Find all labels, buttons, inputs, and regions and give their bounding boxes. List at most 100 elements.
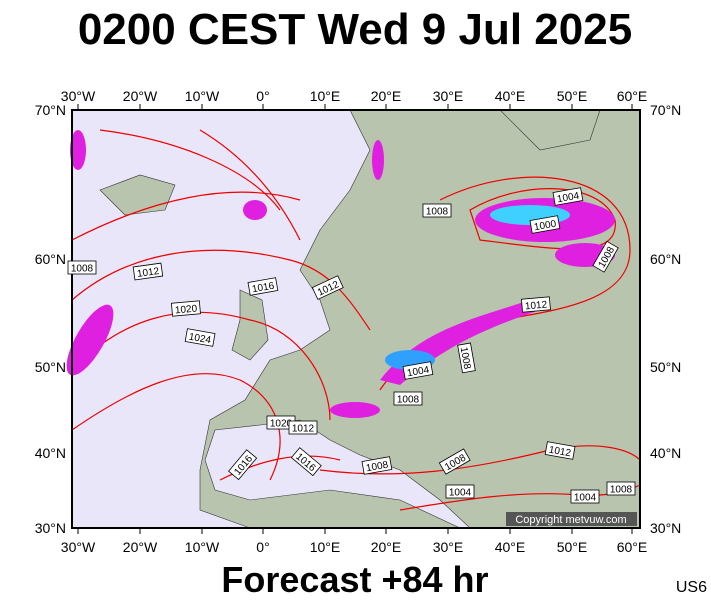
isobar-label: 1004 <box>402 361 434 380</box>
isobar-label: 1008 <box>67 260 97 275</box>
isobar-label-text: 1012 <box>292 424 315 435</box>
isobar-label-box <box>552 187 584 206</box>
isobar-label-text: 1008 <box>426 207 449 218</box>
isobar-label: 1008 <box>361 456 393 475</box>
isobar-label-box <box>288 420 318 435</box>
lon-label-bottom: 30°E <box>433 539 464 555</box>
lon-label-bottom: 10°E <box>310 539 341 555</box>
copyright: Copyright metvuw.com <box>515 514 626 526</box>
isobar-label-box <box>606 481 636 496</box>
lat-label-left: 30°N <box>35 520 66 536</box>
isobar-label-text: 1008 <box>71 264 94 275</box>
isobar-label-text: 1012 <box>525 300 549 313</box>
isobar-label: 1012 <box>521 296 551 313</box>
isobar-label-box <box>445 484 475 499</box>
lon-label-bottom: 50°E <box>557 539 588 555</box>
lat-label-right: 50°N <box>650 359 681 375</box>
isobar-label-box <box>171 300 201 317</box>
lon-label-top: 30°W <box>61 88 96 104</box>
isobar-label-box <box>361 456 393 475</box>
isobar-label-text: 1024 <box>188 332 212 347</box>
lon-label-top: 40°E <box>495 88 526 104</box>
rain-area <box>372 140 384 180</box>
lon-label-top: 50°E <box>557 88 588 104</box>
isobar-label-box <box>290 447 322 477</box>
isobar-label-text: 1008 <box>610 485 633 496</box>
lon-label-top: 10°E <box>310 88 341 104</box>
isobar-label-text: 1020 <box>270 419 293 430</box>
isobar-label: 1012 <box>132 262 164 281</box>
isobar-label-box <box>67 260 97 275</box>
isobar-label-text: 1008 <box>397 395 420 406</box>
rain-area <box>243 200 267 220</box>
lon-label-bottom: 20°W <box>123 539 158 555</box>
lon-label-bottom: 10°W <box>185 539 220 555</box>
isobar-label: 1008 <box>422 203 452 218</box>
isobar <box>71 191 301 241</box>
isobar-label-box <box>247 277 279 296</box>
isobar-label-text: 1016 <box>251 281 275 296</box>
isobar-label: 1008 <box>393 391 423 406</box>
isobar-label: 1000 <box>529 215 561 234</box>
isobar-label: 1024 <box>184 328 216 347</box>
isobar-label-box <box>184 328 216 347</box>
isobar-label-box <box>422 203 452 218</box>
isobar-label-box <box>402 361 434 380</box>
isobar-label: 1020 <box>171 300 201 317</box>
lat-label-left: 60°N <box>35 251 66 267</box>
isobar-label-box <box>228 449 258 481</box>
isobar-label: 1004 <box>570 489 600 504</box>
lon-label-bottom: 30°W <box>61 539 96 555</box>
lon-label-top: 30°E <box>433 88 464 104</box>
isobar-label: 1016 <box>247 277 279 296</box>
isobar-label-text: 1004 <box>556 191 580 206</box>
isobar-label-box <box>529 215 561 234</box>
rain-area <box>330 402 380 418</box>
isobar-label-text: 1004 <box>449 488 472 499</box>
isobar-label: 1008 <box>606 481 636 496</box>
isobar-label-box <box>521 296 551 313</box>
isobar-label-box <box>393 391 423 406</box>
lon-label-bottom: 20°E <box>371 539 402 555</box>
map-frame <box>71 109 641 529</box>
isobar-label-box <box>457 342 476 374</box>
isobar <box>99 129 281 211</box>
isobar-label: 1012 <box>288 420 318 435</box>
lat-label-left: 50°N <box>35 359 66 375</box>
isobar-label-text: 1008 <box>365 460 389 475</box>
lon-label-top: 60°E <box>617 88 648 104</box>
title: 0200 CEST Wed 9 Jul 2025 <box>78 5 632 54</box>
lon-label-top: 20°E <box>371 88 402 104</box>
isobar-label-text: 1004 <box>574 493 597 504</box>
isobar-label: 1004 <box>552 187 584 206</box>
isobar-label-text: 1004 <box>406 365 430 380</box>
lat-label-right: 40°N <box>650 445 681 461</box>
isobar-label-text: 1020 <box>175 304 199 317</box>
lon-label-top: 20°W <box>123 88 158 104</box>
isobar-label: 1004 <box>445 484 475 499</box>
lat-label-right: 60°N <box>650 251 681 267</box>
lat-label-right: 70°N <box>650 102 681 118</box>
rain-area <box>70 130 86 170</box>
isobar <box>71 373 281 481</box>
map <box>66 109 641 529</box>
lat-label-left: 40°N <box>35 445 66 461</box>
lat-label-right: 30°N <box>650 520 681 536</box>
lat-label-left: 70°N <box>35 102 66 118</box>
isobar-label-text: 1000 <box>533 219 557 234</box>
footer: Forecast +84 hr <box>221 559 488 600</box>
isobar <box>71 249 371 331</box>
isobar-label: 1012 <box>544 441 576 460</box>
isobar-label-box <box>132 262 164 281</box>
isobar-label-text: 1012 <box>548 445 572 460</box>
isobar-label-box <box>592 240 619 273</box>
isobar <box>469 188 616 250</box>
isobar-label: 1008 <box>457 342 476 374</box>
lon-label-top: 10°W <box>185 88 220 104</box>
isobar <box>71 311 331 421</box>
isobar-label-text: 1008 <box>458 346 473 370</box>
copyright-box <box>506 512 637 526</box>
isobar <box>319 445 641 475</box>
rain-area <box>66 304 114 376</box>
